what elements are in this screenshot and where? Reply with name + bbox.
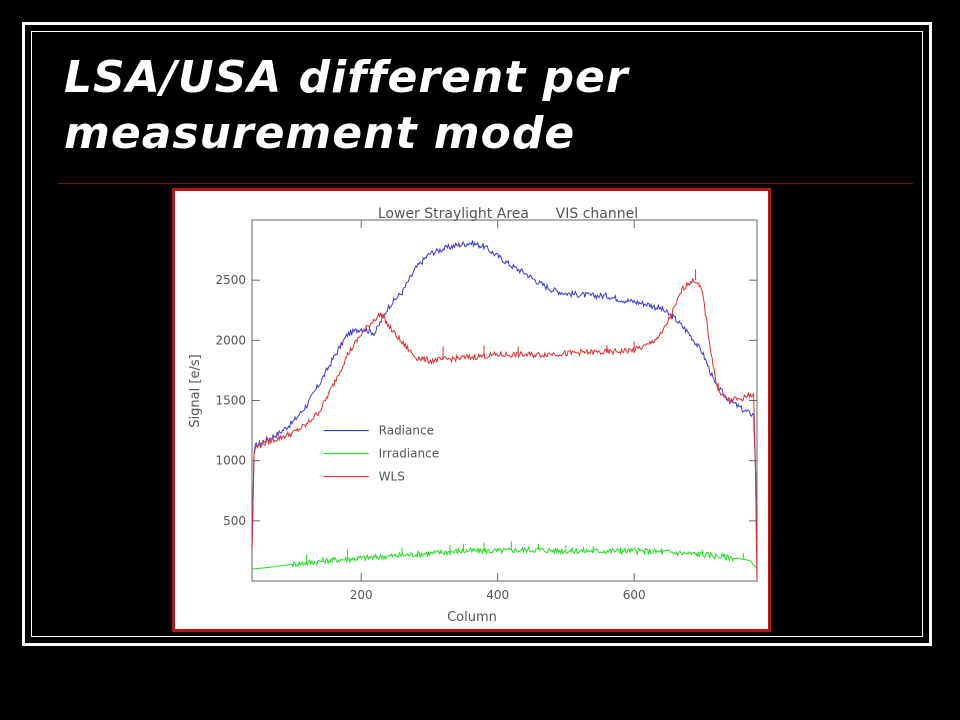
- slide-frame-inner: [31, 31, 923, 637]
- y-tick-label: 1000: [215, 454, 246, 468]
- legend-label-wls: WLS: [379, 470, 405, 484]
- y-tick-label: 2000: [215, 333, 246, 347]
- x-tick-label: 600: [623, 588, 646, 602]
- plot-area: [251, 219, 758, 582]
- y-tick-label: 2500: [215, 273, 246, 287]
- axis-ticks: 200 400 600 500 1000 1500 2000 2500: [215, 220, 757, 602]
- x-tick-label: 200: [350, 588, 373, 602]
- series-lines: [251, 240, 758, 582]
- title-divider: [58, 183, 913, 184]
- series-line-wls: [251, 278, 758, 582]
- legend-label-radiance: Radiance: [379, 424, 434, 438]
- legend-label-irradiance: Irradiance: [379, 447, 439, 461]
- slide-frame-outer: [22, 22, 932, 646]
- y-tick-label: 1500: [215, 394, 246, 408]
- x-axis-label: Column: [447, 610, 497, 625]
- series-line-radiance: [251, 240, 758, 582]
- legend: Radiance Irradiance WLS: [323, 424, 439, 484]
- chart-title: Lower Straylight Area VIS channel: [378, 206, 638, 222]
- y-axis-label: Signal [e/s]: [188, 354, 203, 427]
- x-tick-label: 400: [486, 588, 509, 602]
- slide-title: LSA/USA different per measurement mode: [64, 52, 629, 159]
- series-line-irradiance: [251, 545, 758, 570]
- line-chart: Lower Straylight Area VIS channel Column…: [188, 206, 758, 625]
- y-tick-label: 500: [223, 514, 246, 528]
- chart-container: Lower Straylight Area VIS channel Column…: [172, 188, 771, 632]
